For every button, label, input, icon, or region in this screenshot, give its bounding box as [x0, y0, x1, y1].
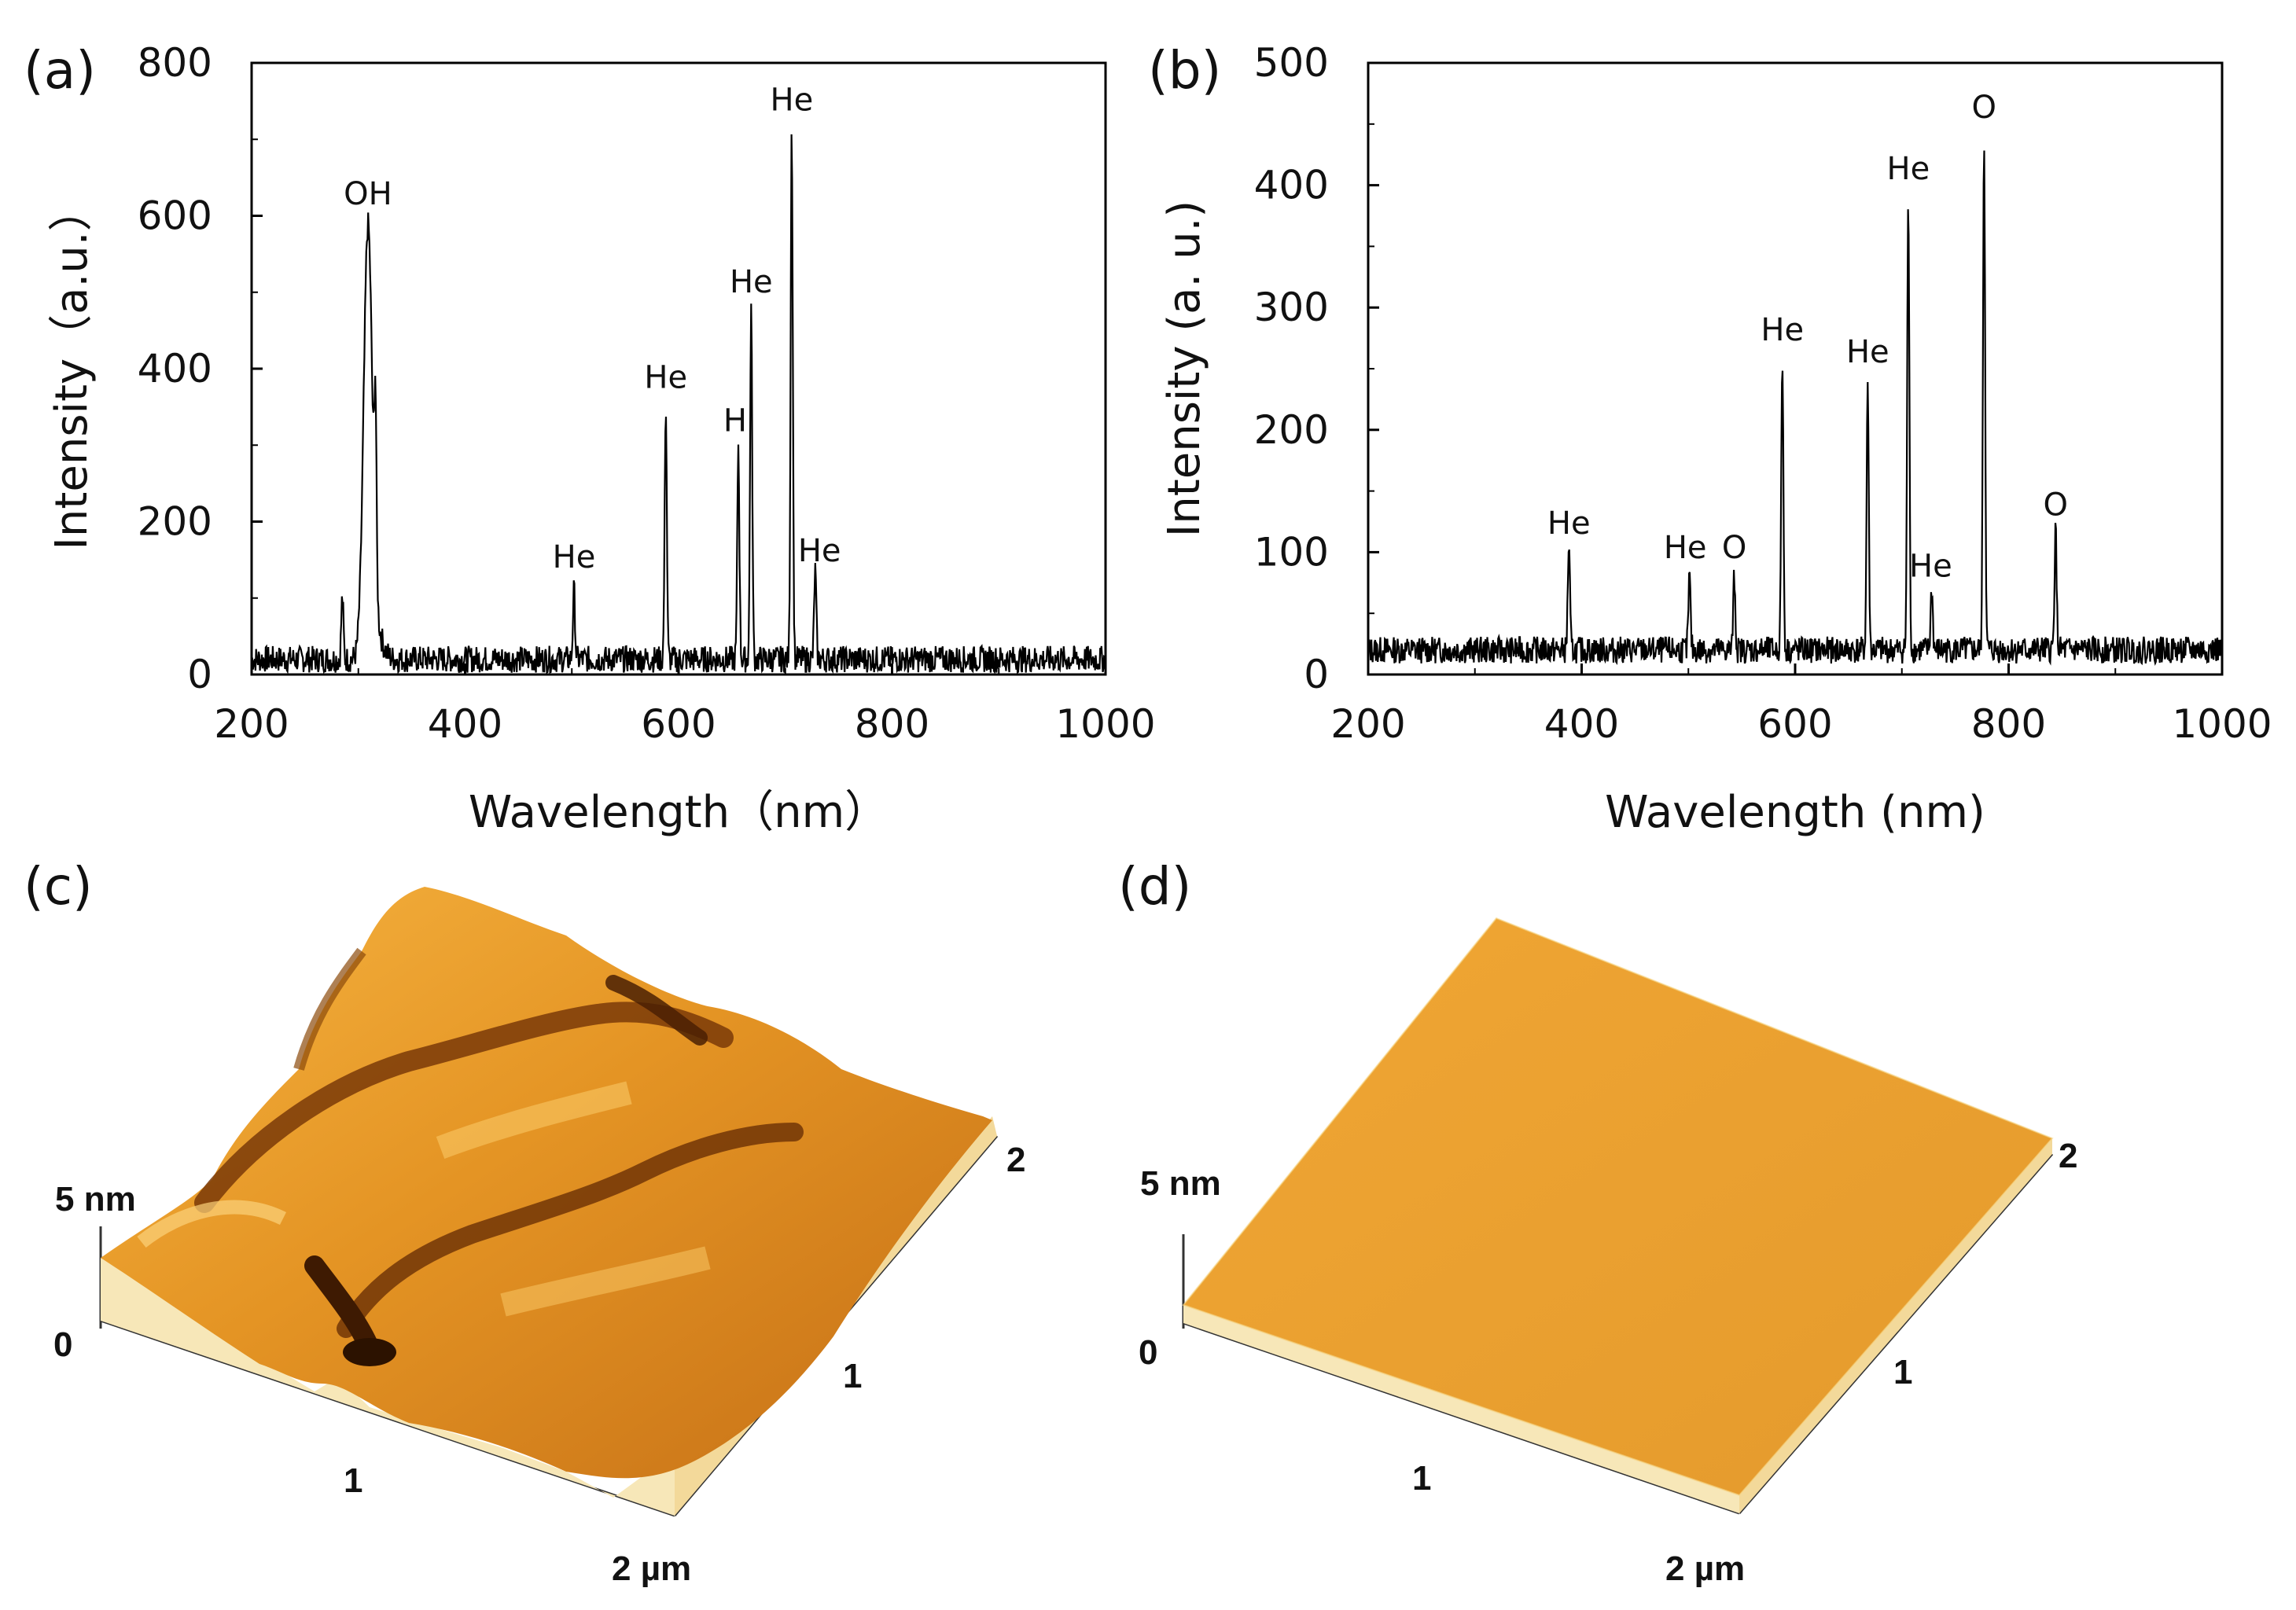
afm-side-wall-d [1739, 1138, 2052, 1513]
x-axis-mid-label-c: 1 [344, 1461, 362, 1500]
panel-label-b: (b) [1148, 40, 1221, 101]
peak-label-1: He [1664, 530, 1707, 566]
afm-panel-d: (d) 5 nm 0 1 2 µm 1 2 [1118, 856, 2077, 1588]
peak-label-2: O [1722, 530, 1746, 566]
y-axis-title-a: Intensity（a.u.） [46, 187, 98, 550]
y-tick-label: 0 [1304, 652, 1329, 697]
x-tick-label: 800 [855, 701, 929, 747]
x-tick-label: 1000 [1055, 701, 1155, 747]
y-tick-label: 400 [1254, 163, 1329, 208]
y-tick-label: 500 [1254, 40, 1329, 86]
peak-label-6: He [798, 533, 841, 569]
plot-frame-b [1367, 61, 2224, 676]
panel-label-d: (d) [1118, 856, 1191, 917]
x-axis-title-b: Wavelength (nm) [1605, 787, 1985, 838]
afm-front-wall-d [1183, 1305, 1739, 1513]
y-tick-label: 600 [138, 193, 212, 239]
peak-label-0: He [1547, 505, 1591, 542]
x-axis-end-label-d: 2 µm [1665, 1549, 1745, 1588]
y-tick-label: 200 [138, 499, 212, 545]
x-tick-label: 200 [214, 701, 289, 747]
z-axis-zero-label-d: 0 [1139, 1333, 1157, 1372]
y-tick-label: 800 [138, 40, 212, 86]
peak-labels-a: OH He He H He He He [344, 82, 841, 575]
y-axis-end-label-c: 2 [1006, 1141, 1025, 1179]
x-axis-title-a: Wavelength（nm） [469, 787, 889, 838]
x-tick-label: 1000 [2172, 701, 2272, 747]
peak-label-7: O [1972, 90, 1996, 126]
peak-label-4: He [730, 264, 773, 300]
y-tick-label: 300 [1254, 285, 1329, 330]
afm-valley-4-c [605, 975, 708, 1046]
y-tick-label: 200 [1254, 407, 1329, 453]
peak-label-1: He [553, 539, 596, 575]
z-axis-zero-label-c: 0 [53, 1325, 72, 1364]
afm-surface-d [1183, 918, 2052, 1495]
afm-panel-c: (c) 5 nm 0 1 2 µm 1 2 [24, 856, 1025, 1588]
spectrum-line-b [1368, 150, 2222, 666]
peak-label-8: O [2043, 487, 2067, 524]
y-tick-label: 100 [1254, 529, 1329, 575]
y-axis-end-label-d: 2 [2059, 1137, 2077, 1175]
afm-surface-c [101, 887, 992, 1479]
x-tick-label: 600 [641, 701, 716, 747]
z-axis-max-label-c: 5 nm [55, 1180, 136, 1219]
x-axis-mid-label-d: 1 [1412, 1459, 1431, 1498]
afm-valley-2-c [337, 1123, 804, 1338]
x-tick-label: 200 [1330, 701, 1405, 747]
peak-label-3: He [1761, 312, 1804, 348]
y-axis-mid-label-d: 1 [1893, 1353, 1912, 1391]
peak-label-6: He [1887, 151, 1930, 187]
y-axis-mid-label-c: 1 [843, 1357, 862, 1395]
y-tick-label: 0 [187, 652, 212, 697]
peak-labels-b: He He O He He He He O O [1547, 90, 2068, 585]
spectrum-line-a [252, 134, 1106, 675]
peak-label-4: He [1846, 334, 1889, 370]
y-tick-label: 400 [138, 346, 212, 391]
x-axis-end-label-c: 2 µm [612, 1549, 691, 1588]
x-tick-label: 400 [428, 701, 502, 747]
x-tick-label: 600 [1757, 701, 1832, 747]
peak-label-0: OH [344, 176, 392, 212]
peak-label-2: He [644, 359, 687, 395]
y-axis-title-b: Intensity (a. u.) [1159, 200, 1210, 537]
x-tick-label: 800 [1971, 701, 2046, 747]
peak-label-5: He [1909, 549, 1952, 585]
ticks-b: 200 400 600 800 1000 0 100 200 300 400 500 [1254, 40, 2272, 747]
x-tick-label: 400 [1544, 701, 1619, 747]
z-axis-max-label-d: 5 nm [1140, 1164, 1221, 1203]
peak-label-3: H [723, 403, 747, 439]
afm-pit-c [343, 1338, 396, 1366]
panel-label-a: (a) [24, 40, 96, 101]
peak-label-5: He [771, 82, 814, 118]
panel-label-c: (c) [24, 856, 93, 917]
